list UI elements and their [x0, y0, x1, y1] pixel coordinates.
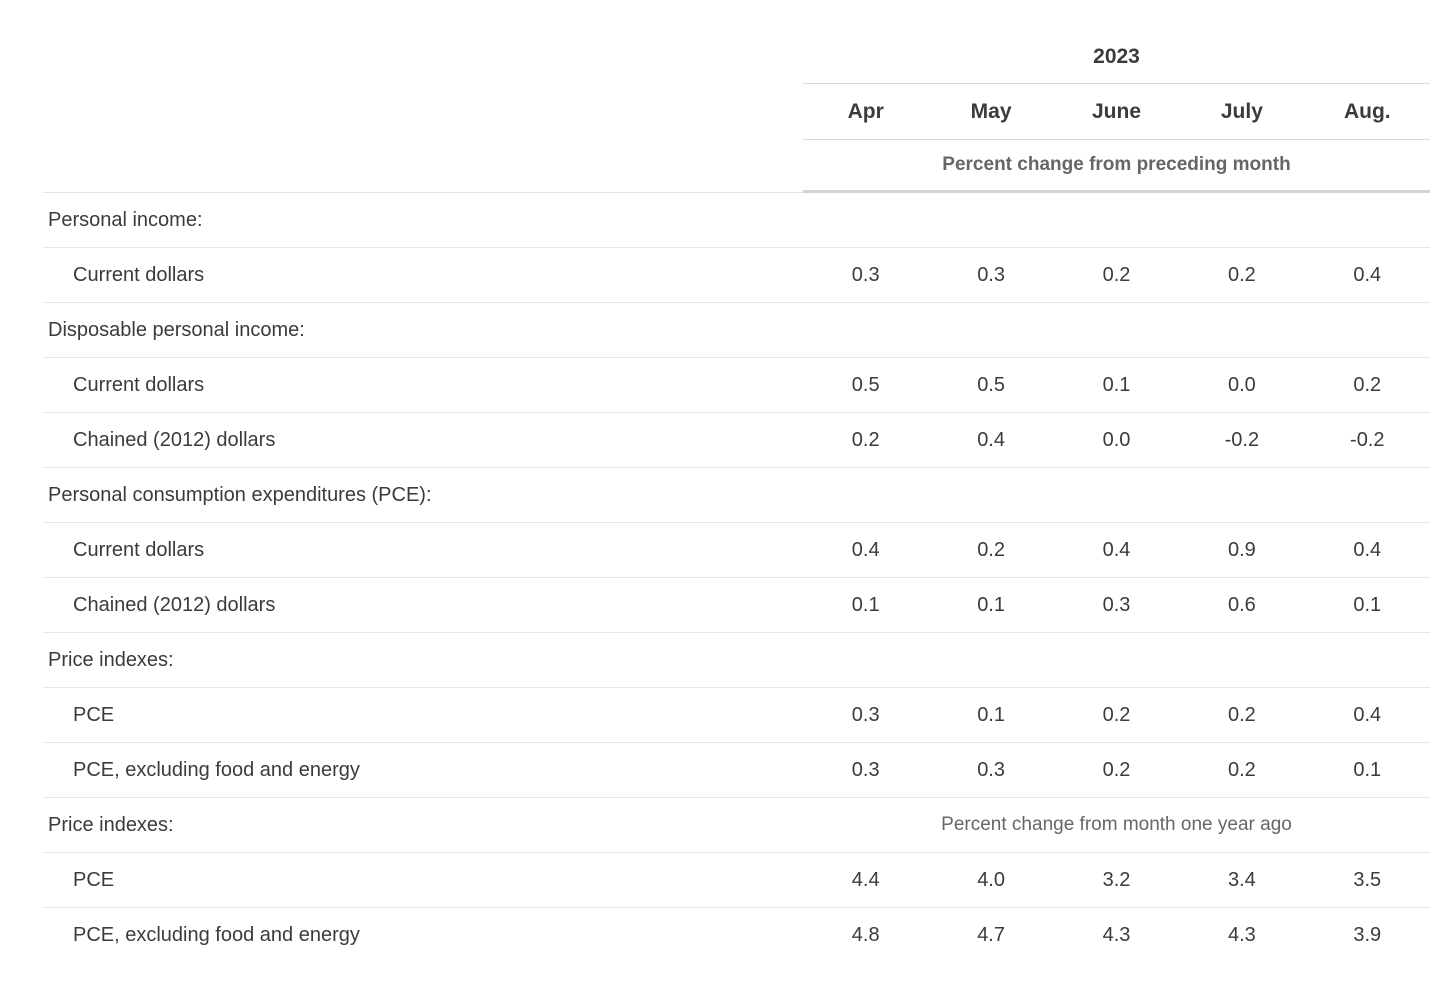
units-header: Percent change from preceding month [803, 140, 1430, 193]
value-cell: 0.9 [1179, 523, 1305, 578]
table-row-section: Personal consumption expenditures (PCE): [43, 468, 1430, 523]
empty-cell [803, 303, 1430, 358]
table-row-section: Disposable personal income: [43, 303, 1430, 358]
value-cell: 0.1 [803, 578, 929, 633]
value-cell: 3.2 [1053, 853, 1180, 908]
month-header-apr: Apr [803, 84, 929, 140]
value-cell: 0.4 [928, 413, 1054, 468]
value-cell: 0.1 [928, 578, 1054, 633]
section-label: Disposable personal income: [43, 303, 804, 358]
row-label: Chained (2012) dollars [43, 578, 804, 633]
value-cell: 0.2 [1053, 248, 1180, 303]
value-cell: 0.0 [1179, 358, 1305, 413]
value-cell: 0.4 [1053, 523, 1180, 578]
section-label: Personal consumption expenditures (PCE): [43, 468, 804, 523]
units-header-row: Percent change from preceding month [43, 140, 1430, 193]
value-cell: 0.2 [1179, 688, 1305, 743]
table-row: PCE, excluding food and energy 0.3 0.3 0… [43, 743, 1430, 798]
table-row: PCE 4.4 4.0 3.2 3.4 3.5 [43, 853, 1430, 908]
row-label: PCE, excluding food and energy [43, 743, 804, 798]
row-label: PCE [43, 688, 804, 743]
month-header-june: June [1053, 84, 1180, 140]
empty-cell [803, 468, 1430, 523]
row-label: Current dollars [43, 358, 804, 413]
section-label: Price indexes: [43, 798, 804, 853]
value-cell: 0.2 [1179, 248, 1305, 303]
month-header-may: May [928, 84, 1054, 140]
value-cell: 4.7 [977, 924, 1005, 946]
value-cell: 0.6 [1179, 578, 1305, 633]
value-cell: 0.3 [803, 248, 929, 303]
value-cell: 3.5 [1304, 853, 1430, 908]
value-cell: 0.5 [803, 358, 929, 413]
value-cell: 0.3 [803, 688, 929, 743]
value-cell: 4.0 [928, 853, 1054, 908]
value-cell: 0.1 [1053, 358, 1180, 413]
value-cell: 0.1 [1304, 743, 1430, 798]
value-cell: 0.4 [1304, 523, 1430, 578]
value-cell: 0.2 [1053, 688, 1180, 743]
value-cell: 0.3 [928, 248, 1054, 303]
month-header-aug: Aug. [1304, 84, 1430, 140]
value-cell: 0.2 [803, 413, 929, 468]
empty-cell [803, 193, 1430, 248]
value-cell: 4.4 [803, 853, 929, 908]
table-row: PCE 0.3 0.1 0.2 0.2 0.4 [43, 688, 1430, 743]
table-row-section: Price indexes: Percent change from month… [43, 798, 1430, 853]
month-header-row: Apr May June July Aug. [43, 84, 1430, 140]
value-cell: 0.2 [1179, 743, 1305, 798]
section-label: Price indexes: [43, 633, 804, 688]
value-cell: 4.3 [1227, 924, 1256, 946]
value-cell: 3.4 [1179, 853, 1305, 908]
header-spacer [43, 84, 803, 140]
table-row: Chained (2012) dollars 0.2 0.4 0.0 -0.2 … [43, 413, 1430, 468]
value-cell: 0.5 [928, 358, 1054, 413]
row-label: Chained (2012) dollars [43, 413, 804, 468]
personal-income-outlays-table: 2023 Apr May June July Aug. Percent chan… [43, 30, 1430, 963]
header-spacer [43, 140, 804, 193]
year-header: 2023 [803, 30, 1430, 84]
row-label: Current dollars [43, 248, 804, 303]
value-cell: 4.3 [1102, 924, 1131, 946]
value-cell: 0.0 [1053, 413, 1180, 468]
month-header-july: July [1179, 84, 1305, 140]
value-cell: 0.1 [1304, 578, 1430, 633]
value-cell: 0.2 [928, 523, 1054, 578]
table-row: Current dollars 0.3 0.3 0.2 0.2 0.4 [43, 248, 1430, 303]
table-row: Current dollars 0.5 0.5 0.1 0.0 0.2 [43, 358, 1430, 413]
value-cell: -0.2 [1179, 413, 1305, 468]
table-row-section: Price indexes: [43, 633, 1430, 688]
header-spacer [43, 30, 803, 84]
value-cell: 0.2 [1053, 743, 1180, 798]
value-cell: 4.8 [851, 924, 880, 946]
value-cell: 0.3 [928, 743, 1054, 798]
section-label: Personal income: [43, 193, 804, 248]
value-cell: 0.4 [1304, 248, 1430, 303]
value-cell: 0.1 [928, 688, 1054, 743]
value-cell: 0.4 [1304, 688, 1430, 743]
row-label: PCE [43, 853, 804, 908]
value-cell: 0.4 [803, 523, 929, 578]
value-cell: 3.9 [1353, 924, 1382, 946]
value-cell: 0.3 [1053, 578, 1180, 633]
table-row: PCE, excluding food and energy 4.8 4.7 4… [43, 908, 1430, 963]
inline-units-label: Percent change from month one year ago [803, 798, 1430, 853]
row-label: Current dollars [43, 523, 804, 578]
empty-cell [803, 633, 1430, 688]
table-row: Chained (2012) dollars 0.1 0.1 0.3 0.6 0… [43, 578, 1430, 633]
row-label: PCE, excluding food and energy [73, 924, 360, 946]
value-cell: 0.2 [1304, 358, 1430, 413]
year-header-row: 2023 [43, 30, 1430, 84]
value-cell: -0.2 [1304, 413, 1430, 468]
value-cell: 0.3 [803, 743, 929, 798]
table-row: Current dollars 0.4 0.2 0.4 0.9 0.4 [43, 523, 1430, 578]
table-row-section: Personal income: [43, 193, 1430, 248]
